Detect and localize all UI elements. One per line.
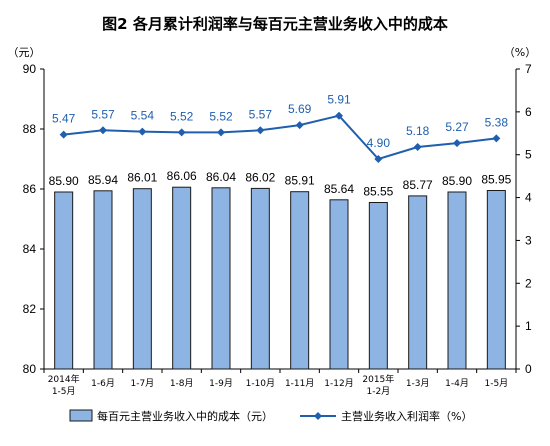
right-tick-label: 5 [525,148,532,162]
x-tick-label: 1-5月 [484,378,508,389]
x-tick-label: 1-5月 [52,386,76,397]
bar-data-label: 85.90 [442,174,472,188]
line-point [492,134,501,143]
line-series [59,111,501,163]
bar [486,190,506,370]
right-tick-label: 1 [525,319,532,333]
left-tick-label: 86 [23,182,37,196]
left-tick-label: 80 [23,362,37,376]
left-tick-label: 88 [23,122,37,136]
legend: 每百元主营业务收入中的成本（元） 主营业务收入利润率（%） [69,409,472,423]
x-tick-label: 1-2月 [366,386,390,397]
bar [290,191,310,370]
right-tick-label: 2 [525,276,532,290]
bar [368,202,388,370]
x-tick-label: 1-8月 [170,378,194,389]
x-tick-label: 1-7月 [130,378,154,389]
x-tick-label: 1-9月 [209,378,233,389]
bar [93,190,113,370]
line-data-label: 5.18 [406,124,430,138]
legend-bar-swatch [69,409,93,422]
bar [408,195,428,370]
bar [211,187,231,370]
line-point [413,143,422,151]
x-tick-label: 1-6月 [91,378,115,389]
bar-data-label: 86.04 [206,170,236,184]
line-point [374,155,383,163]
bar-series [54,186,506,370]
line-data-label: 5.69 [288,102,312,116]
x-tick-label: 2014年 [48,373,80,385]
x-tick-label: 2015年 [362,373,394,385]
line-point [177,128,186,137]
right-tick-label: 0 [525,362,532,376]
bar-data-label: 85.94 [88,173,118,187]
x-tick-label: 1-4月 [445,378,469,389]
line-data-label: 5.57 [249,107,273,121]
line-point [453,139,461,148]
line-data-label: 5.47 [52,112,76,126]
bar-data-label: 85.95 [481,173,511,187]
legend-line-marker [314,412,322,420]
bar [447,191,467,370]
right-tick-label: 6 [525,105,532,119]
line-data-label: 5.54 [131,109,155,123]
bar [54,191,74,370]
bar-data-label: 86.02 [245,170,275,184]
left-tick-label: 90 [23,62,37,76]
line-point [99,126,107,135]
legend-bar-label: 每百元主营业务收入中的成本（元） [97,409,273,423]
chart-title: 图2 各月累计利润率与每百元主营业务收入中的成本 [102,15,448,33]
left-tick-label: 82 [23,302,37,316]
x-tick-label: 1-10月 [246,378,275,389]
right-tick-label: 7 [525,62,532,76]
data-labels: 85.90 85.94 86.01 86.06 86.04 86.02 85.91 85.64… [49,93,512,199]
bar [172,186,192,370]
bar-data-label: 85.90 [49,174,79,188]
line-path [63,114,497,161]
line-point [295,121,304,130]
left-tick-label: 84 [23,242,37,256]
line-data-label: 5.91 [327,93,351,107]
line-data-label: 5.52 [170,109,194,123]
line-point [217,128,225,137]
bar-data-label: 85.64 [324,182,354,196]
line-data-label: 5.57 [91,107,115,121]
bar-data-label: 85.91 [285,174,315,188]
bar-data-label: 86.01 [127,171,157,185]
x-tick-label: 1-11月 [285,378,314,389]
line-point [59,130,68,139]
line-point [138,127,147,136]
line-data-label: 4.90 [367,136,391,150]
left-axis-unit: （元） [8,46,41,59]
bar [250,187,270,370]
bar-data-label: 85.55 [363,185,393,199]
bar [132,188,152,370]
x-tick-label: 1-3月 [406,378,430,389]
bar-data-label: 86.06 [167,169,197,183]
line-data-label: 5.52 [209,109,233,123]
right-axis-unit: （%） [504,46,536,59]
x-tick-label: 1-12月 [324,378,353,389]
legend-line-label: 主营业务收入利润率（%） [341,409,472,423]
bar-data-label: 85.77 [403,178,433,192]
line-data-label: 5.27 [445,120,469,134]
right-tick-label: 3 [525,233,532,247]
bar [329,199,349,370]
line-point [335,111,343,120]
line-data-label: 5.38 [485,115,509,129]
right-tick-label: 4 [525,191,532,205]
line-point [256,126,265,135]
